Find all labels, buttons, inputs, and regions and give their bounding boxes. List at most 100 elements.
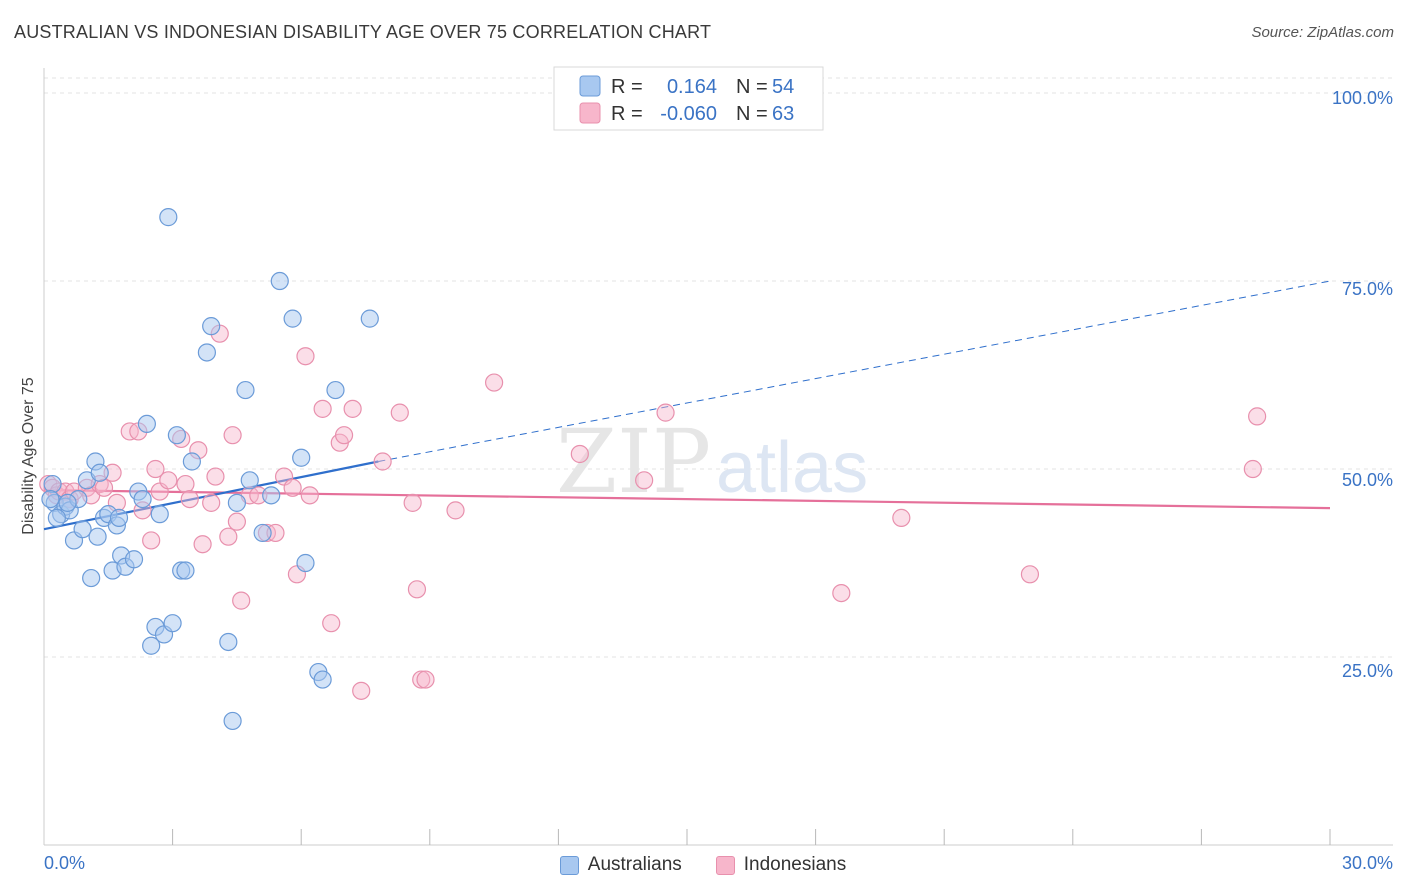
legend-item-australians[interactable]: Australians <box>559 850 682 880</box>
indonesians-point <box>159 471 178 490</box>
indonesians-point <box>180 489 199 509</box>
australians-point <box>182 452 201 471</box>
indonesians-point <box>193 535 212 554</box>
legend-n-value-aus: 54 <box>772 76 794 98</box>
indonesians-point <box>416 670 435 689</box>
legend-r-label-aus: R = <box>611 76 643 98</box>
indonesians-point <box>390 403 409 422</box>
indonesians-point <box>1243 459 1262 479</box>
australians-point <box>240 471 259 490</box>
watermark: ZIP atlas <box>556 410 868 513</box>
australians-point <box>88 527 107 546</box>
indonesians-point <box>223 426 242 445</box>
watermark-atlas: atlas <box>716 428 868 508</box>
x-tick-30: 30.0% <box>1342 853 1393 873</box>
indonesians-point <box>206 467 225 486</box>
australians-point <box>47 508 66 527</box>
watermark-zip: ZIP <box>556 410 711 513</box>
y-tick-100: 100.0% <box>1332 88 1393 108</box>
australians-point <box>90 463 109 482</box>
indonesians-point <box>296 347 315 366</box>
australians-point <box>137 414 156 434</box>
indonesians-point <box>176 474 195 494</box>
indonesians-point <box>232 591 251 610</box>
indonesians-point <box>407 580 427 599</box>
australians-point <box>202 317 221 336</box>
indonesians-point <box>300 486 319 505</box>
y-tick-25: 25.0% <box>1342 661 1393 681</box>
indonesians-point <box>283 478 302 497</box>
australians-point <box>159 208 178 227</box>
australians-point <box>326 380 345 400</box>
australians-point <box>296 553 315 573</box>
australians-trend-extension <box>378 280 1331 462</box>
australians-point <box>176 561 195 580</box>
indonesians-point <box>446 501 465 520</box>
source-label: Source: ZipAtlas.com <box>1251 24 1394 41</box>
indonesians-point <box>656 403 675 422</box>
australians-point <box>43 474 62 494</box>
indonesians-point <box>412 670 431 689</box>
australians-point <box>292 448 311 467</box>
australians-point <box>313 670 332 689</box>
australians-point <box>109 508 129 527</box>
x-tick-0: 0.0% <box>44 853 85 873</box>
indonesians-point <box>343 399 362 418</box>
indonesians-point <box>322 614 341 633</box>
australians-label: Australians <box>587 854 682 875</box>
legend-n-label-aus: N = <box>736 76 768 98</box>
legend-r-label-indo: R = <box>611 103 643 125</box>
indonesians-point <box>892 508 911 527</box>
indonesians-point <box>146 459 165 479</box>
legend-n-value-indo: 63 <box>772 103 794 125</box>
axes <box>43 68 1393 846</box>
indonesians-point <box>142 531 161 550</box>
legend-r-value-indo: -0.060 <box>660 103 717 125</box>
indonesians-point <box>1020 565 1040 584</box>
indonesians-point <box>334 426 354 445</box>
indonesians-point <box>227 512 246 531</box>
legend-swatch-indonesians <box>579 102 601 124</box>
legend-n-label-indo: N = <box>736 103 768 125</box>
indonesians-point <box>219 527 238 546</box>
australians-point <box>253 523 272 543</box>
australians-points <box>41 208 379 731</box>
indonesians-point <box>352 681 371 700</box>
indonesians-point <box>1248 407 1267 426</box>
indonesians-point <box>373 452 392 471</box>
australians-point <box>283 309 302 328</box>
australians-point <box>197 343 216 362</box>
indonesians-point <box>94 478 114 497</box>
legend-r-value-aus: 0.164 <box>667 76 717 98</box>
indonesians-swatch <box>715 855 735 875</box>
y-tick-50: 50.0% <box>1342 470 1393 490</box>
australians-point <box>262 486 281 505</box>
australians-point <box>133 489 152 509</box>
australians-point <box>58 493 77 512</box>
legend-item-indonesians[interactable]: Indonesians <box>715 850 847 880</box>
australians-point <box>360 309 379 328</box>
australians-point <box>150 505 169 524</box>
indonesians-point <box>202 493 221 512</box>
indonesians-point <box>832 583 851 603</box>
legend-swatch-australians <box>579 75 601 97</box>
australians-point <box>41 489 60 509</box>
australians-point <box>82 568 101 588</box>
indonesians-label: Indonesians <box>743 854 847 875</box>
australians-point <box>142 636 161 655</box>
australians-point <box>227 493 246 512</box>
indonesians-point <box>485 373 504 392</box>
australians-point <box>167 426 186 445</box>
australians-point <box>236 380 255 400</box>
stats-legend: R = 0.164 N = 54 R = -0.060 N = 63 <box>553 66 824 131</box>
australians-point <box>163 614 182 633</box>
gridlines <box>44 77 1393 658</box>
australians-point <box>270 271 289 291</box>
indonesians-point <box>570 444 589 464</box>
y-axis-title: Disability Age Over 75 <box>20 377 37 535</box>
indonesians-point <box>313 399 332 418</box>
chart-title: AUSTRALIAN VS INDONESIAN DISABILITY AGE … <box>14 22 712 42</box>
australians-point <box>223 711 242 731</box>
y-tick-75: 75.0% <box>1342 279 1393 299</box>
